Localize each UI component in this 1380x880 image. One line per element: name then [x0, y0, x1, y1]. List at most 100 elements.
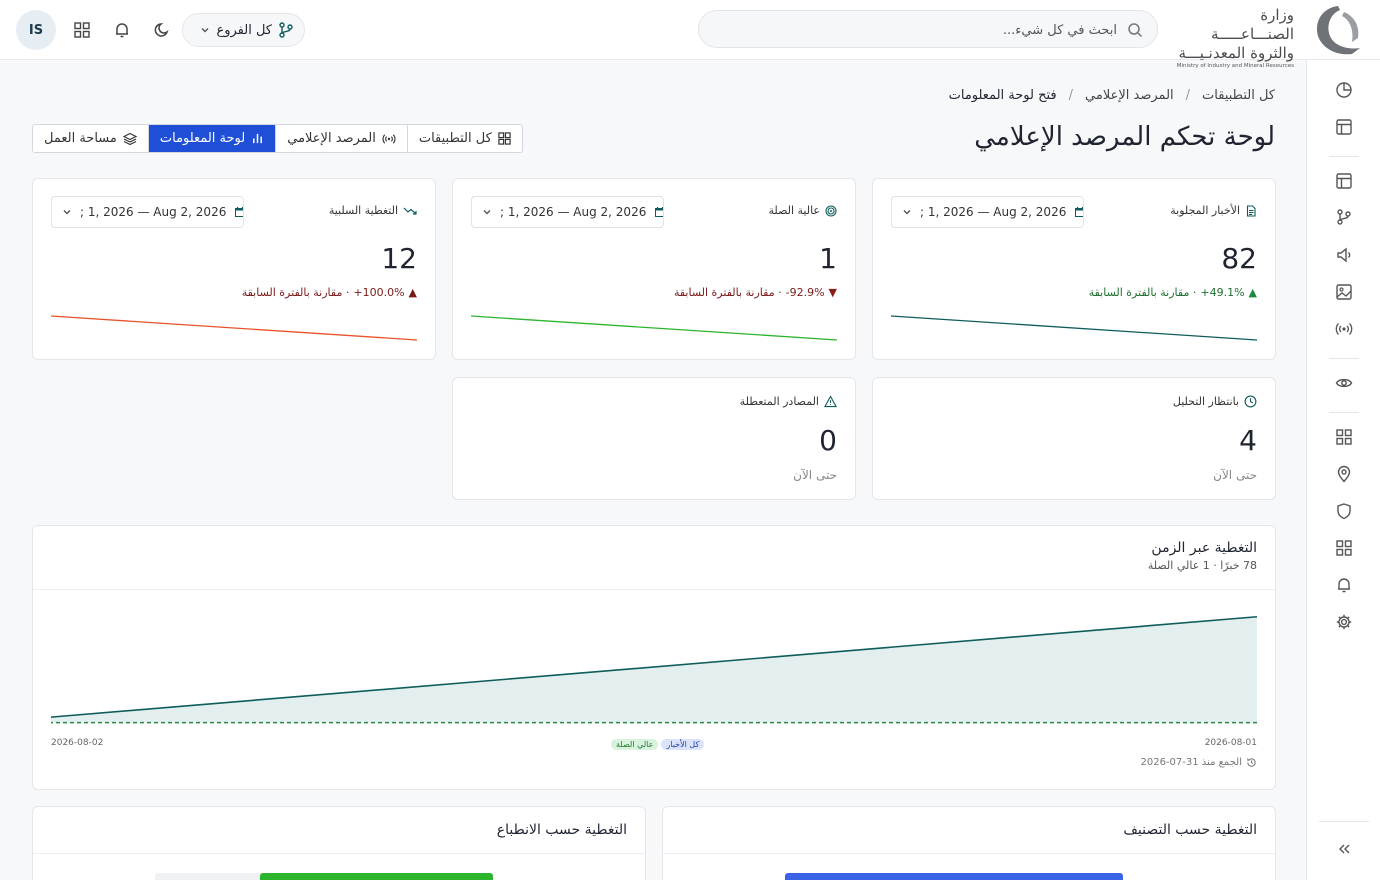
status-card-broken-sources: المصادر المتعطلة 0 حتى الآن	[452, 377, 856, 500]
coverage-title: التغطية عبر الزمن	[1151, 540, 1257, 556]
collapse-sidebar-button[interactable]	[1333, 838, 1355, 860]
kpi-trend-line	[471, 315, 838, 341]
status-value: 4	[1239, 424, 1257, 457]
history-icon	[1246, 757, 1257, 768]
kpi-sparkline	[471, 315, 838, 341]
date-range-text: ; 1, 2026 — Aug 2, 2026	[500, 205, 647, 219]
kpi-change: ▲ +100.0% · مقارنة بالفترة السابقة	[242, 286, 417, 299]
logo-line-3: Ministry of Industry and Mineral Resourc…	[1176, 63, 1294, 69]
kpi-card-negative-coverage: التغطية السلبية ; 1, 2026 — Aug 2, 2026 …	[32, 178, 436, 360]
ministry-logo[interactable]	[1308, 2, 1364, 58]
tab-dashboard[interactable]: لوحة المعلومات	[147, 125, 276, 152]
breadcrumb-item[interactable]: المرصد الإعلامي	[1085, 88, 1174, 103]
logo-line-1: وزارة الصنـــاعـــــة	[1211, 6, 1294, 43]
collection-since-text: الجمع منذ 31-07-2026	[1140, 757, 1242, 768]
sidebar-item-pie-chart[interactable]	[1333, 79, 1355, 101]
kpi-compare-text: · مقارنة بالفترة السابقة	[241, 286, 350, 299]
tab-label: مساحة العمل	[44, 131, 117, 146]
kpi-value: 82	[1221, 242, 1257, 275]
kpi-sparkline	[891, 315, 1258, 341]
breadcrumb-item[interactable]: كل التطبيقات	[1202, 88, 1275, 103]
sidebar-item-broadcast[interactable]	[1333, 318, 1355, 340]
classification-bar	[785, 873, 1123, 880]
chevrons-left-icon	[1336, 841, 1352, 857]
sidebar-divider	[1319, 821, 1369, 822]
kpi-change: ▲ +49.1% · مقارنة بالفترة السابقة	[1089, 286, 1257, 299]
grid-icon	[1335, 539, 1353, 557]
theme-toggle-button[interactable]	[150, 18, 174, 42]
breadcrumb: كل التطبيقات / المرصد الإعلامي / فتح لوح…	[949, 88, 1275, 103]
breadcrumb-separator: /	[1068, 88, 1074, 103]
legend-high-relevance[interactable]: عالي الصلة	[611, 739, 659, 750]
search-input[interactable]	[717, 20, 1117, 40]
sidebar-item-gear[interactable]	[1333, 611, 1355, 633]
line-all-news	[51, 615, 1258, 718]
chevron-down-icon	[482, 207, 492, 217]
sidebar-item-layout[interactable]	[1333, 116, 1355, 138]
apps-button[interactable]	[70, 18, 94, 42]
sidebar	[1306, 60, 1380, 880]
sidebar-item-bell[interactable]	[1333, 574, 1355, 596]
sidebar-item-megaphone[interactable]	[1333, 244, 1355, 266]
table-icon	[1335, 172, 1353, 190]
calendar-icon	[234, 206, 243, 218]
kpi-card-high-relevance: عالية الصلة ; 1, 2026 — Aug 2, 2026 1 ▼ …	[452, 178, 856, 360]
coverage-by-classification-panel: التغطية حسب التصنيف	[662, 806, 1276, 880]
sidebar-item-image[interactable]	[1333, 281, 1355, 303]
date-range-picker[interactable]: ; 1, 2026 — Aug 2, 2026	[471, 196, 664, 228]
ministry-name: وزارة الصنـــاعـــــة والثروة المعدنـيــ…	[1174, 6, 1294, 69]
sidebar-item-shield[interactable]	[1333, 500, 1355, 522]
search-box[interactable]	[698, 10, 1158, 48]
arrow-up-icon: ▲	[1248, 286, 1257, 299]
panel-divider	[663, 853, 1275, 854]
sidebar-item-grid[interactable]	[1333, 426, 1355, 448]
gear-icon	[1335, 613, 1353, 631]
branch-selector[interactable]: كل الفروع	[182, 13, 305, 47]
bell-icon	[1335, 576, 1353, 594]
coverage-subtitle: 78 خبرًا · 1 عالي الصلة	[1147, 559, 1257, 572]
user-avatar[interactable]: IS	[16, 10, 56, 50]
calendar-icon	[654, 206, 663, 218]
branch-label: كل الفروع	[216, 22, 272, 38]
sidebar-divider	[1329, 156, 1359, 157]
sidebar-divider	[1329, 358, 1359, 359]
date-range-picker[interactable]: ; 1, 2026 — Aug 2, 2026	[891, 196, 1084, 228]
kpi-label-text: عالية الصلة	[768, 204, 820, 217]
date-range-picker[interactable]: ; 1, 2026 — Aug 2, 2026	[51, 196, 244, 228]
kpi-change: ▼ -92.9% · مقارنة بالفترة السابقة	[674, 286, 837, 299]
kpi-label-text: الأخبار المجلوبة	[1170, 204, 1240, 217]
notifications-button[interactable]	[110, 18, 134, 42]
grid-icon	[73, 21, 91, 39]
eye-icon	[1335, 374, 1353, 392]
bar-chart-icon	[251, 132, 264, 145]
kpi-label: عالية الصلة	[769, 204, 837, 217]
sidebar-item-branch[interactable]	[1333, 206, 1355, 228]
tab-workspace[interactable]: مساحة العمل	[33, 125, 148, 152]
sidebar-item-grid-2[interactable]	[1333, 537, 1355, 559]
sidebar-item-table[interactable]	[1333, 170, 1355, 192]
grid-icon	[1335, 428, 1353, 446]
target-icon	[825, 204, 837, 217]
layers-icon	[122, 132, 137, 146]
sidebar-item-map-pin[interactable]	[1333, 463, 1355, 485]
coverage-by-impression-panel: التغطية حسب الانطباع	[32, 806, 646, 880]
tab-label: لوحة المعلومات	[159, 131, 246, 146]
kpi-label: الأخبار المجلوبة	[1170, 204, 1257, 217]
branch-icon	[278, 22, 294, 38]
warning-icon	[824, 395, 837, 408]
logo-line-2: والثروة المعدنـيـــة	[1178, 44, 1295, 62]
kpi-compare-text: · مقارنة بالفترة السابقة	[1088, 286, 1197, 299]
image-icon	[1335, 283, 1353, 301]
tab-all-apps[interactable]: كل التطبيقات	[406, 125, 522, 152]
status-subtext: حتى الآن	[1213, 468, 1257, 482]
page-title: لوحة تحكم المرصد الإعلامي	[974, 122, 1275, 152]
tab-media-observatory[interactable]: المرصد الإعلامي	[275, 125, 407, 152]
map-pin-icon	[1335, 465, 1353, 483]
chevron-down-icon	[62, 207, 72, 217]
status-label-text: المصادر المتعطلة	[739, 395, 819, 408]
status-card-pending-analysis: بانتظار التحليل 4 حتى الآن	[872, 377, 1276, 500]
kpi-change-value: +49.1%	[1200, 286, 1245, 299]
legend-all-news[interactable]: كل الأخبار	[661, 739, 705, 750]
sidebar-item-eye[interactable]	[1333, 372, 1355, 394]
chart-legend: كل الأخبار عالي الصلة	[611, 739, 705, 750]
